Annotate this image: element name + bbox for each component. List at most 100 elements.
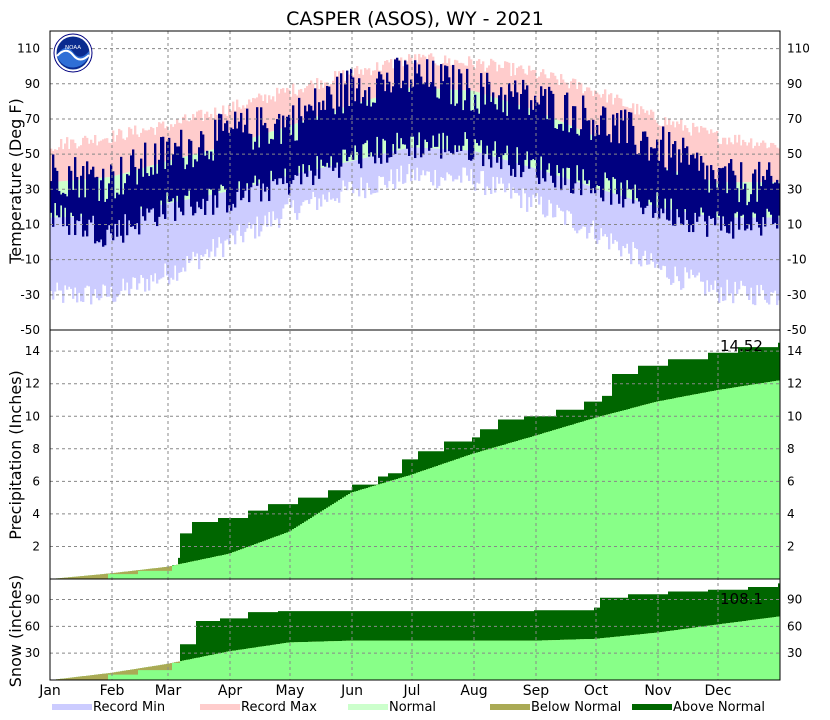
observed-temp-bar bbox=[348, 106, 351, 157]
record-min-band-bar bbox=[126, 212, 129, 283]
observed-temp-bar bbox=[778, 183, 781, 216]
record-min-band-bar bbox=[750, 217, 753, 288]
observed-temp-bar bbox=[90, 169, 93, 223]
observed-temp-bar bbox=[50, 181, 53, 213]
record-min-band-bar bbox=[140, 209, 143, 275]
record-min-band-bar bbox=[182, 200, 185, 268]
observed-temp-bar bbox=[352, 77, 355, 160]
observed-temp-bar bbox=[592, 119, 595, 189]
record-max-band-bar bbox=[364, 68, 367, 101]
record-min-band-bar bbox=[770, 217, 773, 293]
record-min-band-bar bbox=[654, 206, 657, 268]
record-min-band-bar bbox=[656, 206, 659, 264]
observed-temp-bar bbox=[396, 57, 399, 133]
record-min-band-bar bbox=[568, 179, 571, 212]
record-min-band-bar bbox=[388, 152, 391, 182]
observed-temp-bar bbox=[66, 196, 69, 227]
observed-temp-bar bbox=[62, 192, 65, 227]
record-max-band-bar bbox=[562, 79, 565, 123]
observed-temp-bar bbox=[378, 71, 381, 158]
observed-temp-bar bbox=[246, 108, 249, 184]
normal-band-bar bbox=[118, 174, 121, 214]
observed-temp-bar bbox=[282, 115, 285, 185]
observed-temp-bar bbox=[652, 148, 655, 218]
record-max-band-bar bbox=[454, 59, 457, 90]
record-max-band-bar bbox=[106, 138, 109, 178]
record-min-band-bar bbox=[168, 202, 171, 285]
record-max-band-bar bbox=[666, 124, 669, 170]
record-min-band-bar bbox=[350, 161, 353, 182]
record-max-band-bar bbox=[574, 79, 577, 128]
observed-temp-bar bbox=[384, 91, 387, 141]
record-min-band-bar bbox=[522, 164, 525, 189]
record-min-band-bar bbox=[592, 186, 595, 221]
record-min-band-bar bbox=[120, 213, 123, 291]
observed-temp-bar bbox=[576, 133, 579, 166]
record-min-band-bar bbox=[616, 194, 619, 242]
observed-temp-bar bbox=[142, 176, 145, 217]
record-max-band-bar bbox=[384, 60, 387, 95]
observed-temp-bar bbox=[606, 135, 609, 179]
record-min-band-bar bbox=[610, 192, 613, 234]
record-min-band-bar bbox=[414, 147, 417, 181]
record-max-band-bar bbox=[494, 61, 497, 98]
month-label: Dec bbox=[704, 683, 731, 699]
observed-temp-bar bbox=[472, 110, 475, 160]
record-min-band-bar bbox=[318, 168, 321, 199]
record-max-band-bar bbox=[468, 56, 471, 91]
record-min-band-bar bbox=[696, 213, 699, 276]
record-min-band-bar bbox=[492, 156, 495, 177]
month-label: Mar bbox=[155, 683, 182, 699]
record-max-band-bar bbox=[92, 142, 95, 179]
observed-temp-bar bbox=[58, 191, 61, 218]
observed-temp-bar bbox=[738, 202, 741, 230]
observed-temp-bar bbox=[642, 131, 645, 215]
observed-temp-bar bbox=[184, 169, 187, 196]
observed-temp-bar bbox=[366, 105, 369, 141]
observed-temp-bar bbox=[306, 111, 309, 177]
observed-temp-bar bbox=[420, 76, 423, 158]
observed-temp-bar bbox=[680, 162, 683, 224]
record-min-band-bar bbox=[546, 172, 549, 216]
observed-temp-bar bbox=[484, 104, 487, 154]
record-min-band-bar bbox=[158, 205, 161, 280]
record-min-band-bar bbox=[232, 189, 235, 236]
record-max-band-bar bbox=[212, 118, 215, 150]
record-max-band-bar bbox=[354, 68, 357, 104]
record-max-band-bar bbox=[546, 78, 549, 116]
record-min-band-bar bbox=[114, 214, 117, 302]
record-min-band-bar bbox=[732, 217, 735, 304]
record-min-band-bar bbox=[552, 173, 555, 218]
observed-temp-bar bbox=[514, 80, 517, 177]
record-max-band-bar bbox=[464, 65, 467, 91]
record-min-band-bar bbox=[560, 176, 563, 211]
normal-band-bar bbox=[746, 182, 749, 218]
record-max-band-bar bbox=[472, 65, 475, 91]
record-max-band-bar bbox=[502, 68, 505, 101]
record-max-band-bar bbox=[186, 120, 189, 157]
record-min-band-bar bbox=[392, 151, 395, 185]
observed-temp-bar bbox=[196, 161, 199, 202]
observed-temp-bar bbox=[462, 110, 465, 146]
record-max-band-bar bbox=[290, 96, 293, 126]
record-min-band-bar bbox=[76, 216, 79, 303]
observed-temp-bar bbox=[322, 100, 325, 166]
observed-temp-bar bbox=[312, 110, 315, 186]
record-min-band-bar bbox=[348, 161, 351, 182]
observed-temp-bar bbox=[252, 149, 255, 183]
record-min-band-bar bbox=[734, 217, 737, 282]
temperature-tick-right: -50 bbox=[787, 323, 807, 337]
record-min-band-bar bbox=[194, 197, 197, 257]
record-max-band-bar bbox=[598, 94, 601, 139]
record-min-band-bar bbox=[702, 214, 705, 282]
record-min-band-bar bbox=[262, 182, 265, 226]
observed-temp-bar bbox=[584, 107, 587, 181]
observed-temp-bar bbox=[528, 114, 531, 169]
observed-temp-bar bbox=[222, 130, 225, 187]
record-min-band-bar bbox=[240, 187, 243, 236]
observed-temp-bar bbox=[390, 92, 393, 158]
observed-temp-bar bbox=[206, 150, 209, 201]
observed-temp-bar bbox=[182, 157, 185, 216]
month-label: Jun bbox=[340, 683, 363, 699]
record-min-band-bar bbox=[306, 171, 309, 201]
